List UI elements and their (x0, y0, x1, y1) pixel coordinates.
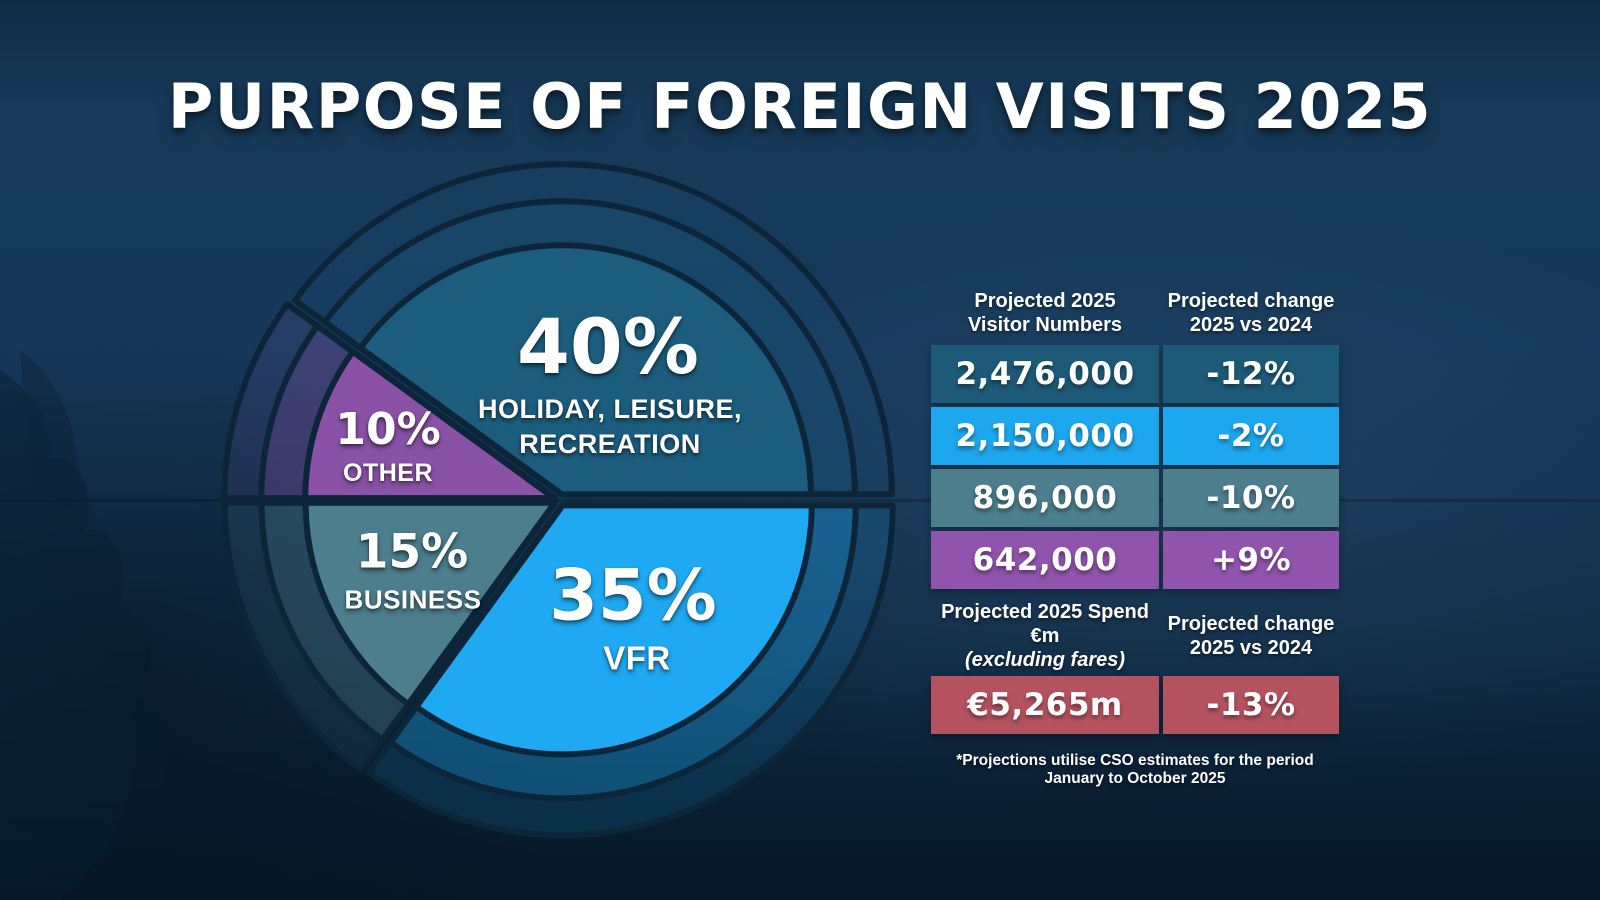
visitor-count-cell: 896,000 (931, 469, 1159, 527)
pie-slice-other (302, 348, 558, 502)
spend-change-header-line2: 2025 vs 2024 (1189, 637, 1313, 659)
pie-slice-business (302, 499, 558, 708)
visitor-change-header-line2: 2025 vs 2024 (1189, 314, 1313, 336)
pie-label-holiday-name: HOLIDAY, LEISURE, RECREATION (477, 393, 743, 459)
page-title: PURPOSE OF FOREIGN VISITS 2025 (167, 70, 1433, 143)
pie-label-business-name: BUSINESS (344, 584, 482, 615)
visitor-count-cell: 2,476,000 (931, 345, 1159, 403)
pie-label-vfr-name: VFR (603, 639, 671, 677)
pie-chart (221, 161, 896, 839)
spend-change-header-line1: Projected change (1167, 613, 1335, 635)
visitor-table-row-holiday: 2,476,000 -12% (931, 345, 1339, 403)
spend-table-row: €5,265m -13% (931, 676, 1339, 734)
spend-table-header: Projected 2025 Spend €m (excluding fares… (931, 601, 1339, 671)
data-tables-panel: Projected 2025 Visitor Numbers Projected… (931, 285, 1339, 788)
visitor-numbers-header-line1: Projected 2025 (974, 290, 1116, 312)
pie-label-vfr-pct: 35% (549, 554, 717, 637)
projections-footnote: *Projections utilise CSO estimates for t… (956, 752, 1314, 787)
visitor-table-row-other: 642,000 +9% (931, 531, 1339, 589)
pie-label-business-pct: 15% (355, 524, 469, 580)
change-cell: -10% (1163, 469, 1339, 527)
visitor-numbers-header: Projected 2025 Visitor Numbers (931, 285, 1159, 341)
visitor-table-header: Projected 2025 Visitor Numbers Projected… (931, 285, 1339, 341)
visitor-count-cell: 642,000 (931, 531, 1159, 589)
visitor-numbers-header-line2: Visitor Numbers (967, 314, 1123, 336)
change-cell: +9% (1163, 531, 1339, 589)
pie-label-other-name: OTHER (343, 458, 433, 487)
visitor-change-header: Projected change 2025 vs 2024 (1163, 285, 1339, 341)
spend-amount-cell: €5,265m (931, 676, 1159, 734)
change-cell: -12% (1163, 345, 1339, 403)
spend-change-header: Projected change 2025 vs 2024 (1163, 608, 1339, 664)
pie-slice-vfr (413, 502, 815, 758)
visitor-table-row-vfr: 2,150,000 -2% (931, 407, 1339, 465)
spend-header-line1: Projected 2025 Spend €m (941, 601, 1149, 647)
pie-slice-holiday-leisure-recreation (357, 242, 814, 498)
spend-header: Projected 2025 Spend €m (excluding fares… (931, 601, 1159, 671)
background-trees-silhouette (0, 350, 168, 900)
spend-change-cell: -13% (1163, 676, 1339, 734)
visitor-change-header-line1: Projected change (1167, 290, 1335, 312)
pie-label-holiday-pct: 40% (517, 302, 699, 392)
pie-label-other-pct: 10% (335, 403, 441, 455)
visitor-table-row-business: 896,000 -10% (931, 469, 1339, 527)
background-horizon-line (0, 499, 1600, 502)
visitor-count-cell: 2,150,000 (931, 407, 1159, 465)
change-cell: -2% (1163, 407, 1339, 465)
spend-header-line2: (excluding fares) (964, 649, 1126, 671)
